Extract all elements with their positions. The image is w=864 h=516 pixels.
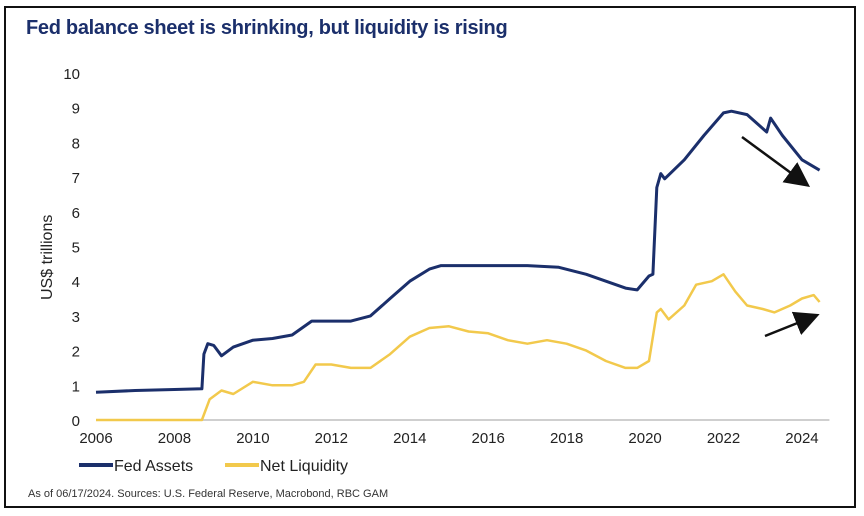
y-tick-label: 0 bbox=[72, 413, 80, 430]
y-tick-label: 8 bbox=[72, 135, 80, 152]
y-tick-label: 3 bbox=[72, 309, 80, 326]
legend-label-fed-assets: Fed Assets bbox=[114, 458, 193, 475]
chart-title: Fed balance sheet is shrinking, but liqu… bbox=[26, 17, 508, 39]
series-line-fed-assets bbox=[95, 109, 821, 394]
x-tick-label: 2012 bbox=[315, 430, 348, 447]
y-tick-label: 7 bbox=[72, 170, 80, 187]
y-tick-label: 9 bbox=[72, 101, 80, 118]
x-tick-label: 2016 bbox=[472, 430, 505, 447]
up-arrow-annotation bbox=[764, 311, 820, 338]
x-tick-label: 2020 bbox=[628, 430, 661, 447]
source-note: As of 06/17/2024. Sources: U.S. Federal … bbox=[28, 488, 389, 500]
x-tick-label: 2018 bbox=[550, 430, 583, 447]
x-tick-label: 2010 bbox=[236, 430, 269, 447]
x-tick-label: 2022 bbox=[707, 430, 740, 447]
y-tick-label: 4 bbox=[72, 274, 80, 291]
y-tick-label: 10 bbox=[63, 66, 80, 83]
x-tick-label: 2006 bbox=[79, 430, 112, 447]
y-tick-label: 6 bbox=[72, 205, 80, 222]
legend: Fed Assets Net Liquidity bbox=[79, 458, 348, 475]
series-line-net-liquidity bbox=[96, 273, 821, 422]
legend-label-net-liquidity: Net Liquidity bbox=[260, 458, 348, 475]
y-axis-label: US$ trillions bbox=[39, 215, 56, 300]
y-tick-label: 2 bbox=[72, 344, 80, 361]
x-tick-label: 2024 bbox=[785, 430, 818, 447]
y-tick-label: 5 bbox=[72, 240, 80, 257]
chart-frame bbox=[4, 6, 856, 508]
x-tick-label: 2008 bbox=[158, 430, 191, 447]
down-arrow-annotation bbox=[741, 135, 811, 187]
x-tick-label: 2014 bbox=[393, 430, 426, 447]
y-tick-label: 1 bbox=[72, 378, 80, 395]
